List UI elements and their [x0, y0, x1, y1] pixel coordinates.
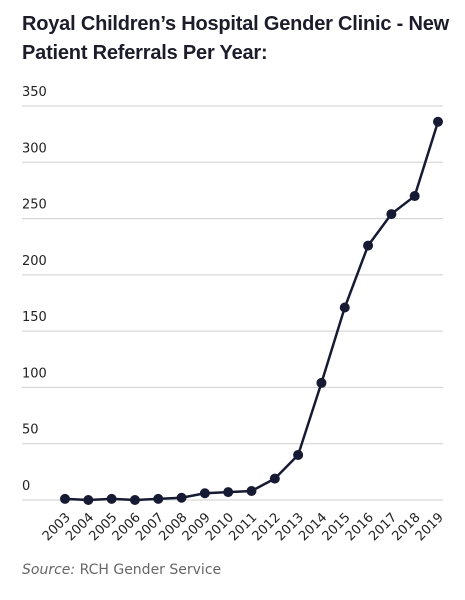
- y-tick-label: 50: [22, 423, 39, 438]
- data-point: [293, 449, 304, 460]
- data-point: [129, 495, 140, 505]
- data-point: [363, 240, 374, 251]
- y-tick-label: 250: [22, 198, 47, 213]
- y-tick-label: 100: [22, 366, 47, 381]
- data-point: [269, 473, 280, 484]
- source-label: Source:: [22, 562, 76, 578]
- data-point: [223, 487, 234, 498]
- y-tick-label: 150: [22, 310, 47, 325]
- data-point: [106, 493, 117, 504]
- data-point: [409, 191, 420, 202]
- data-point: [316, 377, 327, 388]
- data-point: [246, 485, 257, 496]
- source-text: RCH Gender Service: [79, 562, 222, 578]
- y-tick-label: 200: [22, 254, 47, 269]
- data-point: [339, 302, 350, 313]
- y-tick-label: 0: [22, 479, 30, 494]
- y-tick-label: 300: [22, 141, 47, 156]
- data-point: [60, 493, 70, 504]
- data-point: [433, 116, 443, 127]
- data-point: [153, 493, 164, 504]
- data-point: [386, 209, 397, 220]
- data-point: [176, 492, 187, 503]
- source-note: Source: RCH Gender Service: [22, 562, 221, 578]
- chart-title: Royal Children’s Hospital Gender Clinic …: [22, 13, 450, 64]
- data-point: [83, 495, 94, 505]
- data-point: [199, 488, 210, 499]
- y-tick-label: 350: [22, 85, 47, 100]
